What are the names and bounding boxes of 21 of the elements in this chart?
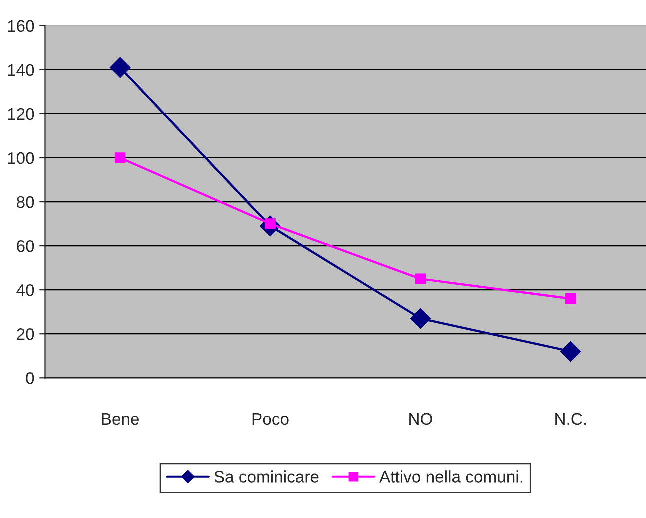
- x-tick-label: N.C.: [556, 413, 586, 426]
- point: [114, 152, 126, 164]
- legend-label: Sa cominicare: [214, 470, 319, 483]
- x-tick-label: Poco: [252, 413, 289, 426]
- y-tick-label: 160: [8, 20, 34, 32]
- y-tick-label: 60: [17, 240, 34, 252]
- point: [566, 294, 576, 304]
- point: [110, 57, 131, 78]
- y-tick-label: 100: [8, 152, 34, 164]
- point: [415, 274, 426, 284]
- y-tick-label: 0: [26, 372, 34, 384]
- x-tick-label: NO: [410, 413, 432, 426]
- x-tick-label: Bene: [102, 413, 140, 426]
- point: [560, 341, 582, 362]
- y-tick-label: 80: [16, 196, 34, 208]
- y-tick-label: 40: [16, 284, 34, 296]
- y-tick-label: 140: [8, 64, 34, 76]
- y-tick-label: 120: [8, 108, 34, 120]
- point: [410, 308, 432, 330]
- legend-label: Attivo nella comuni.: [380, 470, 522, 483]
- y-tick-label: 20: [17, 328, 34, 340]
